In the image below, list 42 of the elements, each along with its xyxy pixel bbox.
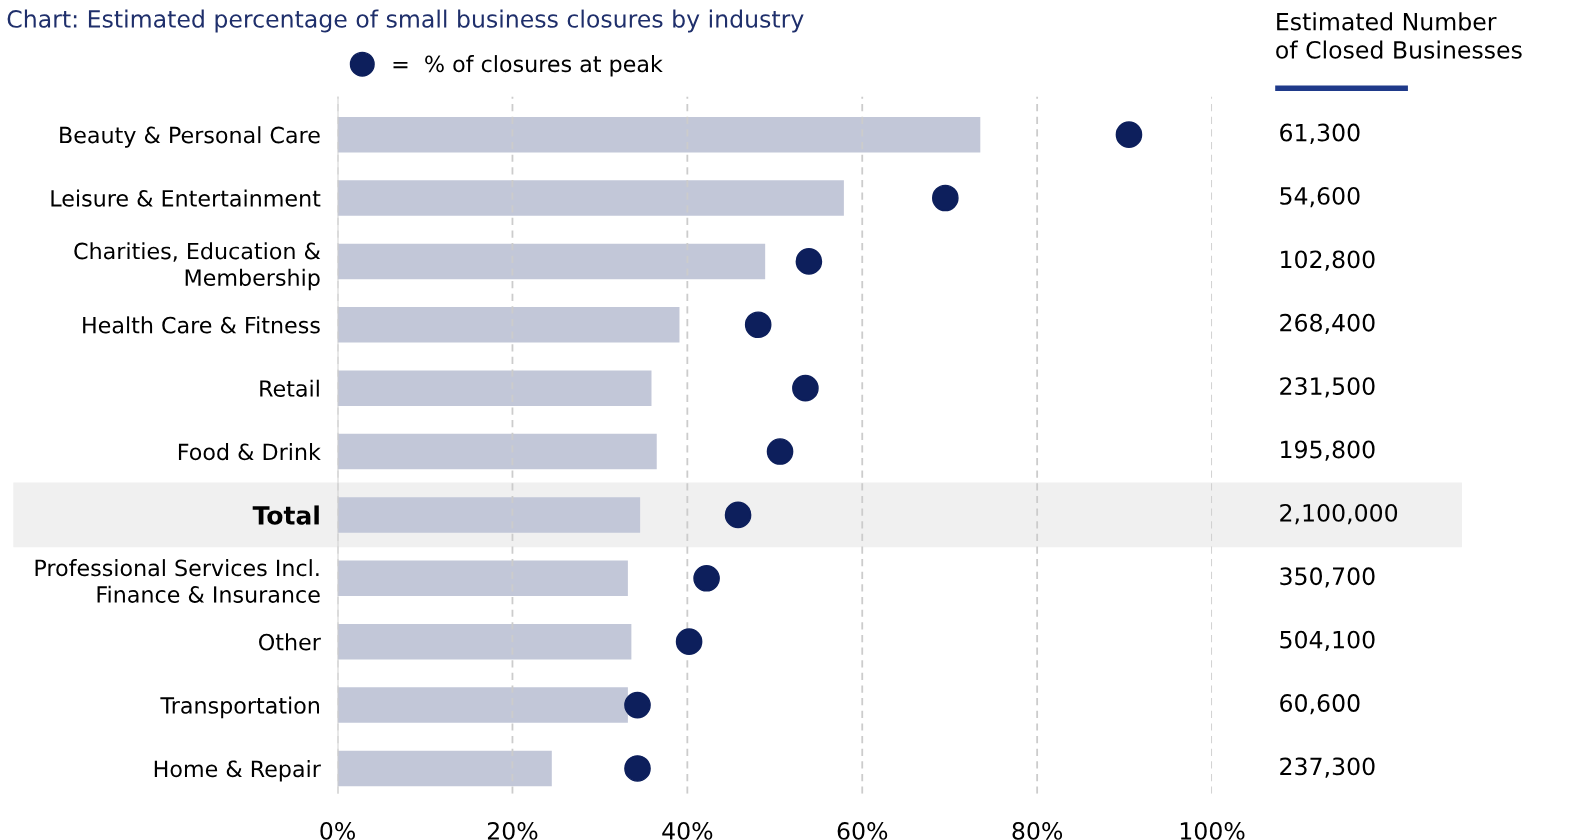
x-tick-label: 60% xyxy=(837,821,888,840)
text: 2,100,000 xyxy=(1280,503,1398,525)
point xyxy=(744,311,772,339)
y-tick-label: Retail xyxy=(260,379,319,397)
text: 350,700 xyxy=(1280,567,1375,588)
y-tick-label: Leisure & Entertainment xyxy=(51,189,321,207)
text: 54,600 xyxy=(1280,187,1360,208)
point xyxy=(693,564,720,592)
text: 237,300 xyxy=(1280,757,1375,778)
point xyxy=(1115,121,1143,148)
y-tick-label: Food & Drink xyxy=(178,443,321,461)
x-tick-label: 40% xyxy=(662,821,713,840)
point xyxy=(766,438,794,465)
y-tick-label: Health Care & Fitness xyxy=(83,316,320,334)
y-tick-label: Charities, Education & Membership xyxy=(74,242,321,291)
y-tick-label: Transportation xyxy=(160,696,319,719)
point xyxy=(932,184,959,212)
point xyxy=(724,501,752,529)
legend-label: = % of closures at peak xyxy=(393,55,663,77)
y-tick-label: Other xyxy=(259,633,321,651)
y-tick-label: Professional Services Incl. Finance & Insurance xyxy=(35,559,320,603)
point xyxy=(624,691,651,719)
y-tick-label: Home & Repair xyxy=(154,760,321,782)
point xyxy=(795,248,823,275)
text: Estimated Number of Closed Businesses xyxy=(1276,12,1522,59)
text: 102,800 xyxy=(1281,250,1375,271)
x-tick-label: 0% xyxy=(320,821,355,840)
y-tick-label: Total xyxy=(252,505,319,525)
text: 268,400 xyxy=(1280,313,1375,335)
x-tick-label: 20% xyxy=(487,821,538,840)
x-tick-label: 100% xyxy=(1180,821,1245,840)
text: 231,500 xyxy=(1280,377,1375,398)
y-tick-label: Beauty & Personal Care xyxy=(60,126,320,148)
text: 60,600 xyxy=(1280,694,1360,715)
point xyxy=(624,755,651,782)
x-tick-label: 80% xyxy=(1012,821,1063,840)
point xyxy=(675,628,703,655)
text: 504,100 xyxy=(1280,630,1375,651)
text: 61,300 xyxy=(1280,123,1360,144)
chart-title: Chart: Estimated percentage of small business closures by industry xyxy=(7,9,804,33)
point xyxy=(792,374,819,402)
text: 195,800 xyxy=(1281,440,1375,461)
